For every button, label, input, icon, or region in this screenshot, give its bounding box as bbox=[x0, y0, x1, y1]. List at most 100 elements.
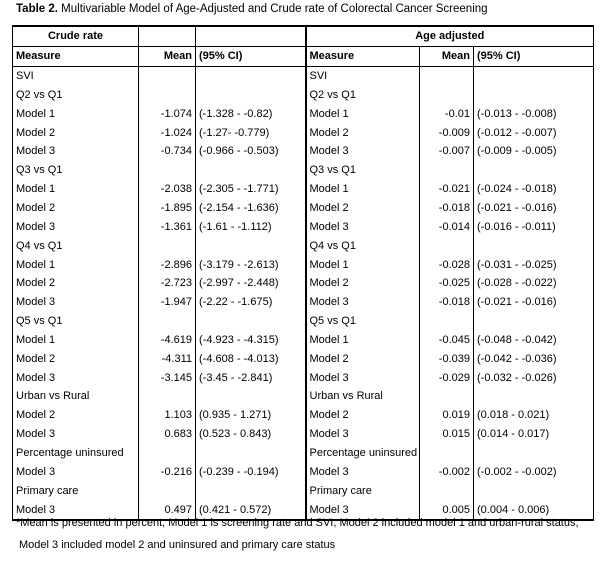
ci-cell: (-3.179 - -2.613) bbox=[195, 255, 306, 274]
table-row: Model 1 -4.619 (-4.923 - -4.315) Model 1 -0.… bbox=[12, 330, 595, 350]
mean-cell: -0.01 bbox=[419, 104, 474, 124]
ci-cell: (-0.021 - -0.016) bbox=[472, 198, 595, 218]
mean-cell: -0.002 bbox=[419, 462, 474, 482]
footnote-line-2: Model 3 included model 2 and uninsured a… bbox=[19, 539, 336, 551]
measure-cell: Model 2 bbox=[304, 349, 420, 369]
empty-cell bbox=[195, 387, 306, 406]
empty-cell bbox=[195, 443, 306, 463]
measure-cell: Model 3 bbox=[304, 142, 420, 161]
empty-cell bbox=[138, 443, 196, 463]
measure-cell: Model 2 bbox=[12, 198, 139, 218]
empty-cell bbox=[138, 311, 196, 331]
mean-cell: 0.015 bbox=[419, 424, 474, 444]
ci-cell: (0.523 - 0.843) bbox=[195, 424, 306, 444]
ci-cell: (0.018 - 0.021) bbox=[472, 405, 595, 425]
table-row: Urban vs Rural Urban vs Rural bbox=[12, 387, 595, 406]
measure-cell: Model 3 bbox=[304, 500, 420, 521]
table-row: Model 3 -0.734 (-0.966 - -0.503) Model 3 -0.… bbox=[12, 142, 595, 161]
table-number: Table 2. bbox=[16, 3, 58, 15]
measure-cell: Model 2 bbox=[12, 273, 139, 293]
mean-cell: -0.007 bbox=[419, 142, 474, 161]
measure-cell: Model 2 bbox=[304, 405, 420, 425]
mean-cell: -0.025 bbox=[419, 273, 474, 293]
mean-cell: -1.024 bbox=[138, 123, 196, 143]
mean-cell: -0.039 bbox=[419, 349, 474, 369]
measure-cell: Model 1 bbox=[12, 330, 139, 350]
measure-cell: Q4 vs Q1 bbox=[304, 236, 420, 256]
ci-cell: (0.014 - 0.017) bbox=[472, 424, 595, 444]
table-row: Model 1 -2.038 (-2.305 - -1.771) Model 1 -0.… bbox=[12, 179, 595, 199]
measure-cell: Q3 vs Q1 bbox=[12, 160, 139, 180]
ci-cell: (-0.966 - -0.503) bbox=[195, 142, 306, 161]
empty-cell bbox=[419, 387, 474, 406]
empty-cell bbox=[195, 24, 306, 47]
empty-cell bbox=[472, 481, 595, 501]
mean-cell: -0.014 bbox=[419, 217, 474, 237]
ci-cell: (-2.305 - -1.771) bbox=[195, 179, 306, 199]
ci-header: (95% CI) bbox=[472, 46, 595, 67]
ci-cell: (-1.61 - -1.112) bbox=[195, 217, 306, 237]
table-row: Percentage uninsured Percentage uninsured bbox=[12, 443, 595, 463]
measure-cell: Model 1 bbox=[12, 179, 139, 199]
ci-cell: (-0.239 - -0.194) bbox=[195, 462, 306, 482]
ci-cell: (-2.22 - -1.675) bbox=[195, 292, 306, 312]
ci-cell: (-0.028 - -0.022) bbox=[472, 273, 595, 293]
mean-cell: -0.045 bbox=[419, 330, 474, 350]
mean-cell: -1.947 bbox=[138, 292, 196, 312]
mean-cell: -3.145 bbox=[138, 368, 196, 388]
measure-cell: Model 3 bbox=[12, 142, 139, 161]
measure-cell: Q5 vs Q1 bbox=[304, 311, 420, 331]
empty-cell bbox=[419, 236, 474, 256]
ci-cell: (-3.45 - -2.841) bbox=[195, 368, 306, 388]
measure-cell: Q4 vs Q1 bbox=[12, 236, 139, 256]
table-body: Crude rate Age adjusted Measure Mean (95… bbox=[12, 24, 595, 521]
table-row: Model 3 -0.216 (-0.239 - -0.194) Model 3 -0.… bbox=[12, 462, 595, 482]
empty-cell bbox=[138, 236, 196, 256]
mean-cell: -1.895 bbox=[138, 198, 196, 218]
table-row: Model 3 0.497 (0.421 - 0.572) Model 3 0.005(… bbox=[12, 500, 595, 521]
empty-cell bbox=[138, 24, 196, 47]
measure-cell: Model 2 bbox=[304, 123, 420, 143]
ci-cell: (0.004 - 0.006) bbox=[472, 500, 595, 521]
empty-cell bbox=[472, 160, 595, 180]
measure-cell: Model 2 bbox=[12, 349, 139, 369]
ci-cell: (-0.012 - -0.007) bbox=[472, 123, 595, 143]
mean-cell: -0.021 bbox=[419, 179, 474, 199]
mean-cell: 1.103 bbox=[138, 405, 196, 425]
ci-cell: (-4.608 - -4.013) bbox=[195, 349, 306, 369]
mean-cell: -0.029 bbox=[419, 368, 474, 388]
results-table: Crude rate Age adjusted Measure Mean (95… bbox=[12, 24, 595, 521]
table-row: Model 1 -1.074 (-1.328 - -0.82) Model 1 -0.0… bbox=[12, 104, 595, 124]
table-row: Q2 vs Q1 Q2 vs Q1 bbox=[12, 85, 595, 105]
ci-cell: (-1.328 - -0.82) bbox=[195, 104, 306, 124]
measure-cell: Model 3 bbox=[12, 217, 139, 237]
table-caption: Multivariable Model of Age-Adjusted and … bbox=[57, 3, 488, 15]
ci-cell: (0.935 - 1.271) bbox=[195, 405, 306, 425]
ci-cell: (-0.021 - -0.016) bbox=[472, 292, 595, 312]
age-adjusted-header: Age adjusted bbox=[304, 24, 595, 47]
ci-cell: (-1.27- -0.779) bbox=[195, 123, 306, 143]
crude-rate-header: Crude rate bbox=[12, 24, 139, 47]
measure-cell: Model 1 bbox=[304, 179, 420, 199]
measure-cell: Model 2 bbox=[12, 405, 139, 425]
table-row: Primary care Primary care bbox=[12, 481, 595, 501]
measure-cell: Urban vs Rural bbox=[304, 387, 420, 406]
empty-cell bbox=[419, 160, 474, 180]
measure-cell: Model 3 bbox=[12, 292, 139, 312]
mean-header: Mean bbox=[138, 46, 196, 67]
measure-cell: Model 2 bbox=[304, 273, 420, 293]
ci-cell: (-2.154 - -1.636) bbox=[195, 198, 306, 218]
mean-cell: -4.311 bbox=[138, 349, 196, 369]
empty-cell bbox=[419, 481, 474, 501]
column-header-row: Measure Mean (95% CI) Measure Mean (95% … bbox=[12, 46, 595, 67]
mean-cell: -2.896 bbox=[138, 255, 196, 274]
measure-cell: Urban vs Rural bbox=[12, 387, 139, 406]
mean-header: Mean bbox=[419, 46, 474, 67]
measure-cell: Q2 vs Q1 bbox=[12, 85, 139, 105]
ci-cell: (-0.032 - -0.026) bbox=[472, 368, 595, 388]
measure-cell: SVI bbox=[12, 66, 139, 86]
ci-cell: (-0.013 - -0.008) bbox=[472, 104, 595, 124]
table-row: Model 3 -1.361 (-1.61 - -1.112) Model 3 -0.0… bbox=[12, 217, 595, 237]
table-row: SVI SVI bbox=[12, 66, 595, 86]
table-row: Model 2 -1.895 (-2.154 - -1.636) Model 2 -0.… bbox=[12, 198, 595, 218]
